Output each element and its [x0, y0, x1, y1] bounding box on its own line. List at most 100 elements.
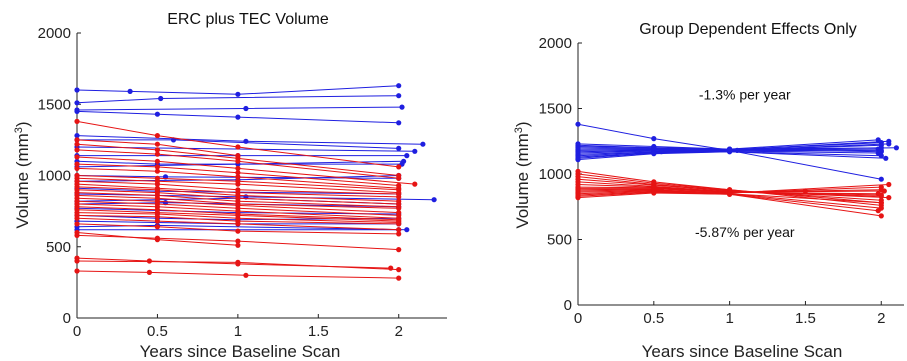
series-line-red	[577, 170, 882, 206]
series-line-red	[76, 186, 399, 202]
data-point-red	[74, 221, 80, 227]
data-point-red	[878, 213, 884, 219]
data-point-red	[396, 267, 402, 273]
data-point-blue	[878, 153, 884, 159]
data-point-blue	[154, 111, 160, 117]
data-point-red	[74, 215, 80, 221]
data-point-red	[154, 218, 160, 224]
series-line-blue	[577, 148, 879, 155]
series-line-red	[76, 189, 399, 205]
series-line-red	[76, 212, 399, 223]
data-point-blue	[886, 141, 892, 147]
y-tick-label: 1000	[38, 168, 71, 185]
x-axis-label-left: Years since Baseline Scan	[140, 342, 341, 361]
series-line-blue	[577, 123, 882, 180]
y-tick-label: 2000	[38, 25, 71, 42]
data-point-blue	[412, 148, 418, 154]
series-line-red	[76, 214, 399, 225]
data-point-blue	[396, 93, 402, 99]
series-line-blue	[76, 106, 403, 111]
y-tick-label: 2000	[539, 35, 572, 52]
x-tick-label: 0.5	[643, 310, 664, 327]
data-point-blue	[878, 176, 884, 182]
data-point-blue	[74, 133, 80, 139]
data-point-red	[396, 175, 402, 181]
annotation-label: -1.3% per year	[699, 86, 791, 102]
data-point-red	[412, 181, 418, 187]
data-point-blue	[404, 227, 410, 233]
data-point-red	[396, 221, 402, 227]
series-line-red	[76, 223, 399, 235]
y-tick-label: 500	[46, 239, 71, 256]
data-point-red	[154, 224, 160, 230]
data-point-blue	[235, 114, 241, 120]
data-point-red	[154, 151, 160, 157]
series-line-red	[76, 206, 399, 221]
series-line-red	[76, 194, 399, 209]
data-point-red	[154, 141, 160, 147]
data-point-red	[154, 147, 160, 153]
x-tick-label: 2	[395, 323, 403, 340]
data-point-blue	[431, 197, 437, 203]
y-tick-label: 1000	[539, 166, 572, 183]
data-point-red	[235, 165, 241, 171]
series-line-red	[76, 203, 399, 219]
x-tick-label: 2	[877, 310, 885, 327]
data-point-red	[74, 118, 80, 124]
plot-area-right: 0 500 1000 1500 2000 0 0.5 1 1.5 2 -1.3% per year -…	[539, 35, 904, 327]
data-point-red	[235, 144, 241, 150]
series-line-red	[577, 176, 882, 201]
data-point-red	[575, 195, 581, 201]
series-line-red	[76, 180, 399, 195]
data-point-red	[878, 200, 884, 206]
data-point-red	[74, 154, 80, 160]
data-point-red	[154, 164, 160, 170]
series-line-red	[76, 192, 399, 208]
data-point-blue	[401, 158, 407, 164]
data-point-red	[235, 170, 241, 176]
data-point-red	[235, 221, 241, 227]
chart-title-left: ERC plus TEC Volume	[167, 11, 329, 28]
series-line-blue	[76, 160, 402, 165]
data-point-red	[396, 205, 402, 211]
data-point-red	[74, 137, 80, 143]
data-point-blue	[74, 100, 80, 106]
data-point-blue	[399, 104, 405, 110]
x-tick-label: 0.5	[147, 323, 168, 340]
data-point-blue	[575, 157, 581, 163]
data-point-blue	[727, 149, 733, 155]
data-point-red	[235, 181, 241, 187]
series-line-red	[76, 156, 415, 185]
data-point-blue	[893, 145, 900, 151]
data-point-red	[235, 174, 241, 180]
series-line-red	[76, 217, 399, 231]
data-point-blue	[170, 137, 177, 143]
series-line-red	[76, 257, 391, 269]
series-line-red	[76, 143, 399, 176]
data-point-red	[875, 208, 881, 214]
data-point-blue	[243, 105, 249, 112]
data-point-red	[235, 242, 241, 248]
data-point-red	[651, 190, 657, 196]
annotation-label: -5.87% per year	[695, 224, 795, 240]
chart-right: Group Dependent Effects Only 0 500 1000 150…	[513, 21, 904, 361]
data-point-red	[886, 181, 892, 188]
series-line-red	[76, 120, 399, 168]
series-line-blue	[578, 142, 882, 151]
data-point-blue	[420, 141, 426, 147]
data-point-red	[154, 235, 160, 241]
series-line-red	[76, 183, 399, 198]
chart-title-right: Group Dependent Effects Only	[639, 21, 857, 38]
y-tick-label: 500	[547, 232, 572, 249]
data-point-red	[388, 265, 394, 271]
data-point-blue	[235, 91, 241, 97]
series-line-red	[76, 175, 399, 191]
data-point-red	[74, 258, 80, 264]
series-line-red	[76, 167, 399, 189]
data-point-red	[235, 259, 241, 265]
data-point-red	[878, 184, 884, 190]
data-point-blue	[74, 108, 80, 114]
data-point-blue	[396, 83, 402, 89]
y-axis-label-left: Volume (mm3)	[13, 121, 32, 228]
data-point-blue	[127, 88, 133, 94]
